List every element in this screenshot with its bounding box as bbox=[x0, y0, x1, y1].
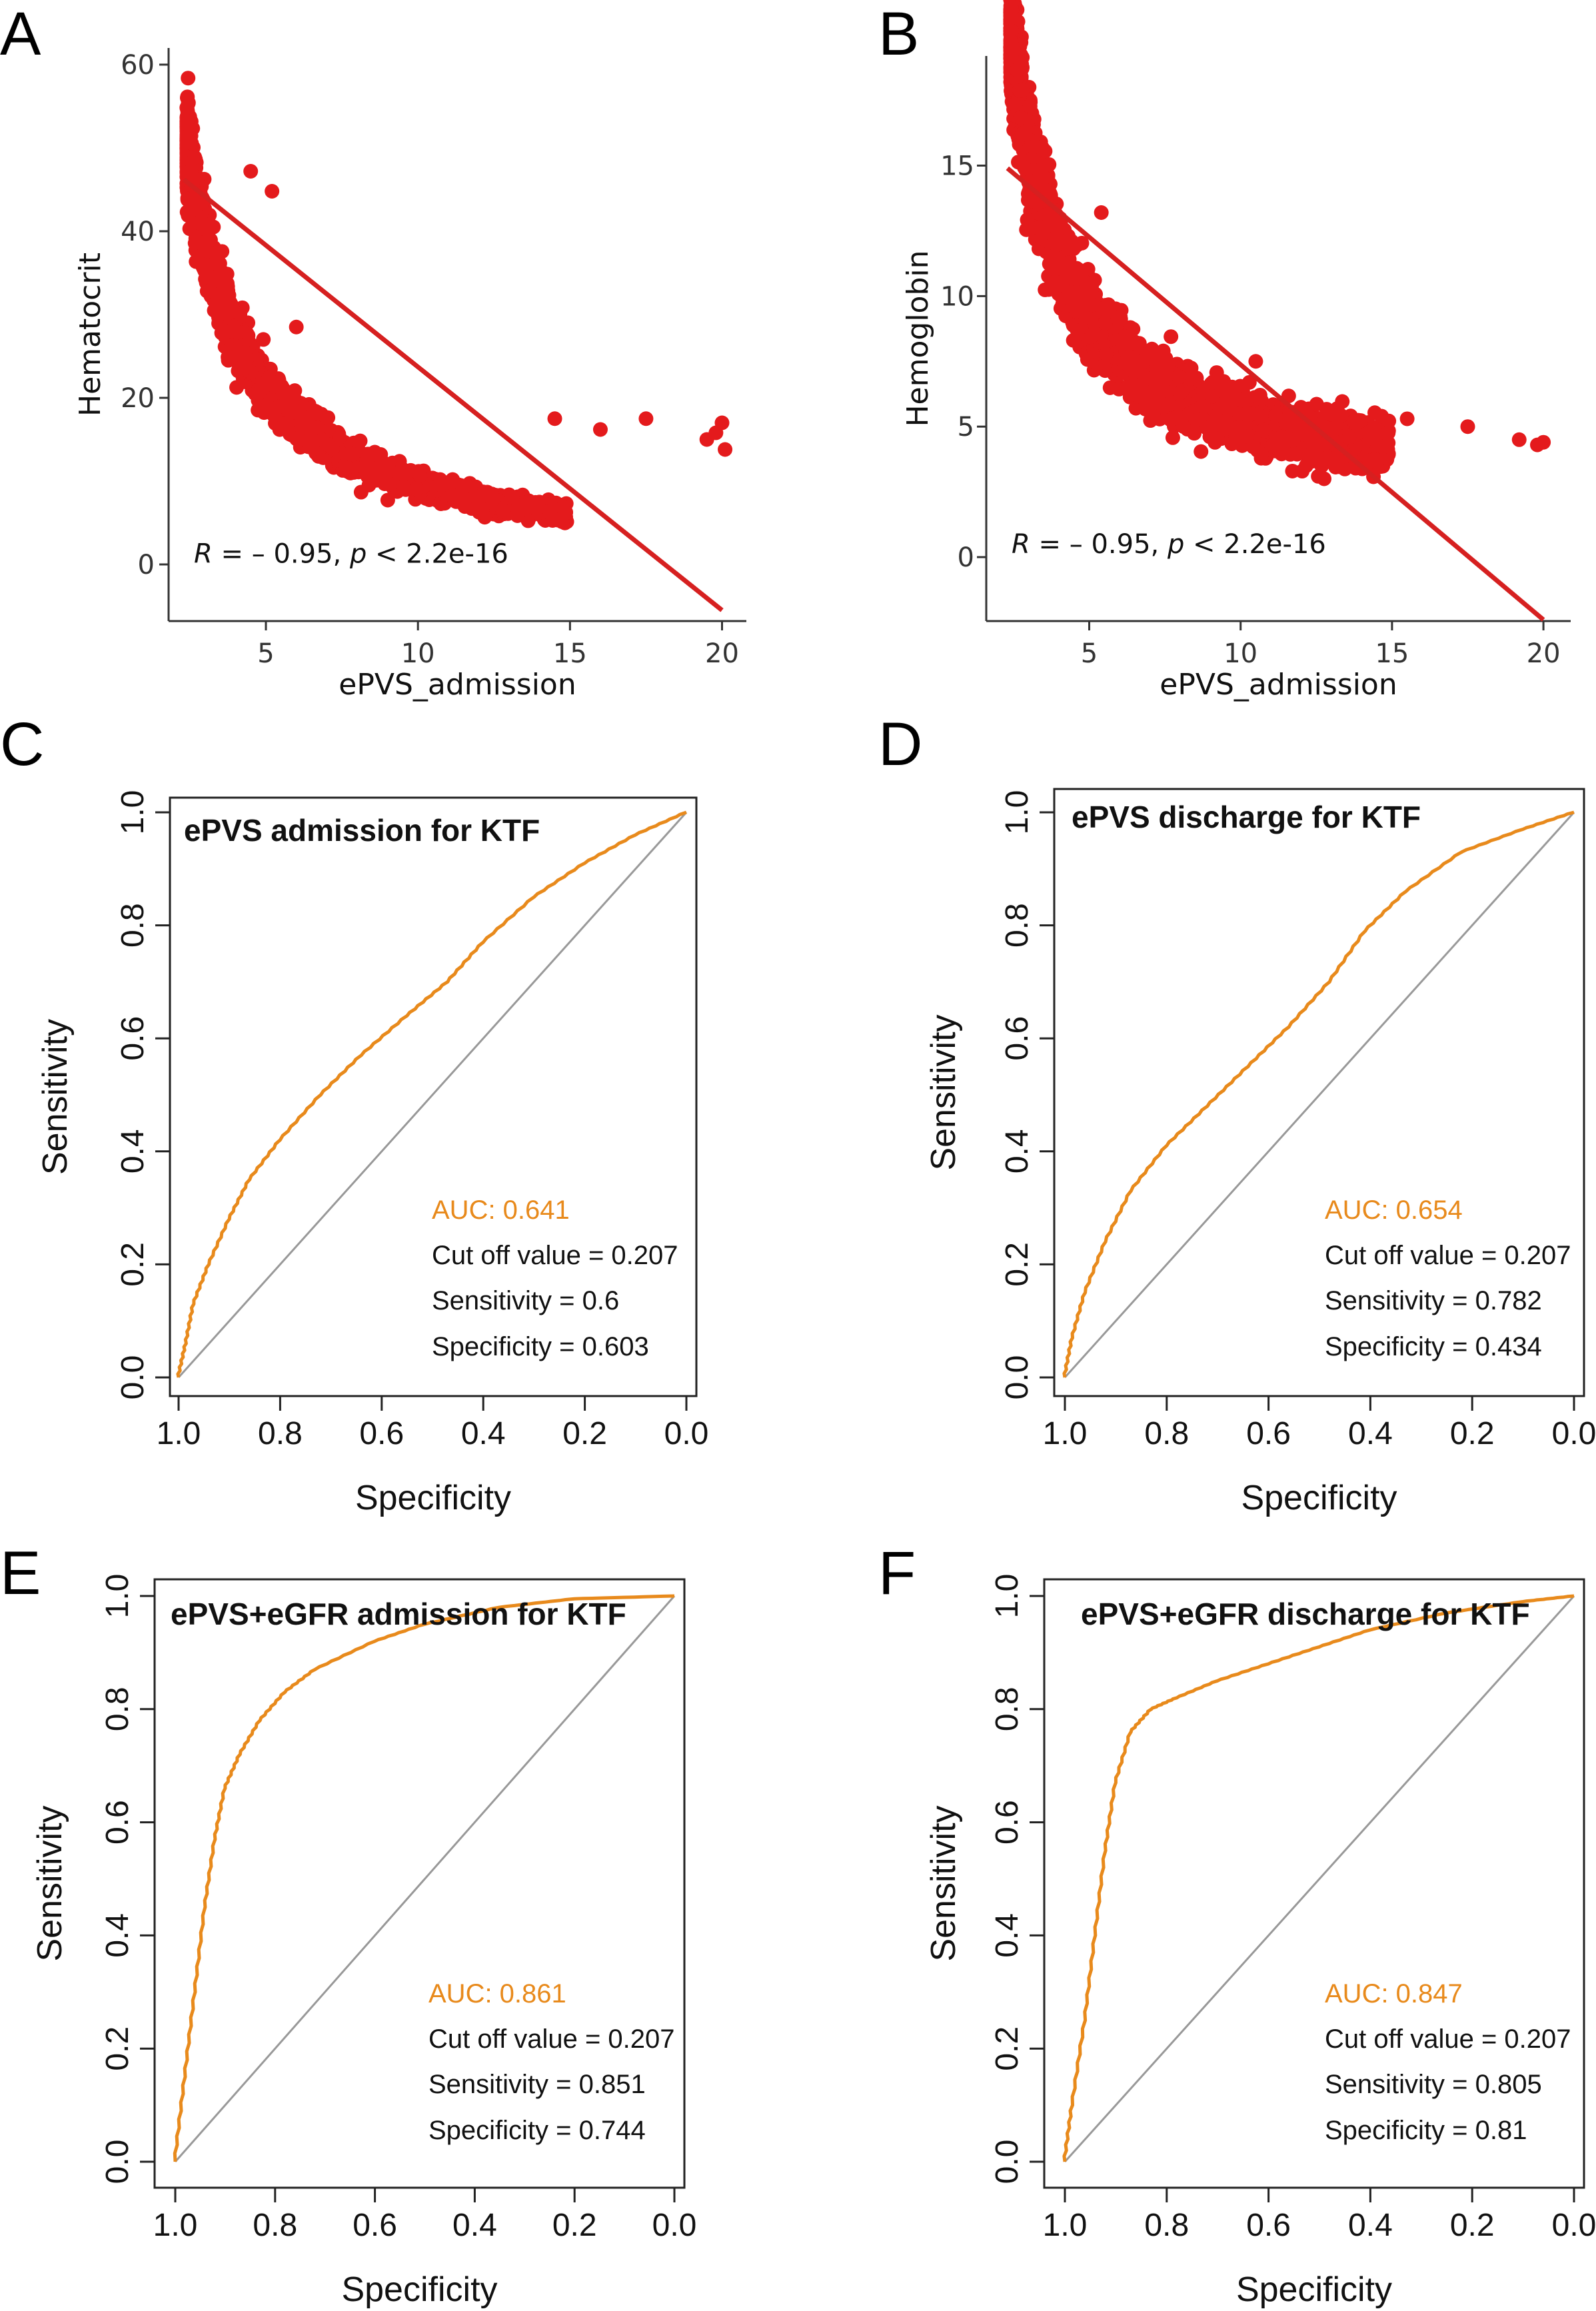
scatter-point bbox=[1285, 463, 1300, 478]
scatter-point bbox=[1164, 329, 1179, 345]
scatter-point bbox=[1333, 408, 1349, 423]
scatter-point bbox=[179, 113, 195, 129]
scatter-point bbox=[1309, 396, 1324, 412]
scatter-point bbox=[381, 476, 397, 492]
scatter-point bbox=[1317, 471, 1332, 486]
y-axis-label: Hematocrit bbox=[73, 253, 107, 416]
panel-letter-A: A bbox=[0, 0, 41, 68]
scatter-point bbox=[396, 480, 411, 495]
scatter-point bbox=[547, 411, 562, 426]
correlation-annotation: R = – 0.95, p < 2.2e-16 bbox=[194, 539, 508, 570]
scatter-point bbox=[1322, 406, 1337, 421]
scatter-point bbox=[179, 101, 195, 116]
scatter-point bbox=[180, 89, 195, 105]
y-tick-label: 10 bbox=[940, 281, 974, 312]
y-axis-label: Hemoglobin bbox=[901, 250, 935, 426]
y-tick-label: 20 bbox=[121, 383, 155, 414]
x-tick-label: 5 bbox=[1081, 638, 1098, 669]
scatter-point bbox=[504, 490, 520, 505]
scatter-point bbox=[530, 500, 546, 515]
scatter-point bbox=[308, 404, 323, 419]
x-tick-label: 10 bbox=[401, 638, 435, 669]
x-tick-label: 20 bbox=[1527, 638, 1561, 669]
scatter-point bbox=[289, 431, 305, 446]
scatter-point bbox=[468, 488, 483, 504]
p-label: p bbox=[349, 539, 367, 570]
scatter-point bbox=[298, 416, 313, 431]
scatter-point bbox=[182, 164, 197, 179]
scatter-point bbox=[1113, 311, 1128, 327]
scatter-point bbox=[367, 466, 383, 481]
x-tick-label: 20 bbox=[705, 638, 739, 669]
panel-A: A 5 10 15 20 0 20 40 60 ePVS_admission Hematocrit R… bbox=[0, 0, 746, 702]
scatter-point bbox=[495, 503, 510, 518]
scatter-point bbox=[315, 432, 331, 448]
scatter-point bbox=[202, 283, 217, 299]
scatter-point bbox=[229, 324, 245, 339]
scatter-point bbox=[409, 481, 424, 496]
panel-B: B5 10 15 20051015ePVS_admissionHemoglobinR … bbox=[878, 0, 1571, 702]
scatter-point bbox=[714, 415, 730, 430]
scatter-point bbox=[359, 453, 375, 468]
scatter-point bbox=[278, 400, 293, 415]
scatter-point bbox=[592, 422, 608, 437]
scatter-point bbox=[256, 376, 271, 391]
scatter-point bbox=[215, 290, 231, 305]
x-tick-label: 10 bbox=[1223, 638, 1257, 669]
x-tick-label: 15 bbox=[553, 638, 587, 669]
y-tick-label: 5 bbox=[958, 412, 974, 442]
scatter-point bbox=[237, 345, 253, 360]
scatter-point bbox=[237, 360, 253, 375]
scatter-points bbox=[1003, 0, 1551, 486]
scatter-point bbox=[198, 235, 213, 250]
scatter-point bbox=[179, 134, 195, 149]
y-tick-label: 0 bbox=[958, 542, 974, 573]
scatter-point bbox=[256, 332, 271, 347]
scatter-point bbox=[412, 468, 428, 483]
scatter-point bbox=[343, 446, 358, 462]
scatter-point bbox=[434, 478, 449, 493]
p-value: < 2.2e-16 bbox=[367, 539, 508, 570]
scatter-point bbox=[181, 71, 196, 86]
scatter-point bbox=[1074, 235, 1090, 251]
r-label: R bbox=[194, 539, 213, 570]
scatter-point bbox=[219, 306, 234, 321]
y-tick-label: 0 bbox=[138, 550, 155, 580]
scatter-point bbox=[545, 511, 560, 526]
x-axis-label: ePVS_admission bbox=[339, 668, 576, 702]
scatter-point bbox=[203, 269, 218, 285]
x-tick-label: 5 bbox=[257, 638, 274, 669]
regression-line bbox=[182, 177, 724, 612]
r-value: = – 0.95, bbox=[213, 539, 350, 570]
scatter-point bbox=[380, 492, 395, 508]
scatter-point bbox=[289, 319, 304, 335]
scatter-point bbox=[353, 433, 368, 448]
scatter-point bbox=[392, 466, 407, 481]
scatter-point bbox=[510, 508, 525, 523]
scatter-point bbox=[1194, 444, 1209, 459]
scatter-point bbox=[197, 217, 213, 232]
scatter-point bbox=[1078, 275, 1094, 291]
scatter-point bbox=[470, 500, 485, 515]
x-axis-label: ePVS_admission bbox=[1160, 668, 1397, 702]
scatter-point bbox=[243, 164, 259, 179]
x-tick-label: 15 bbox=[1375, 638, 1409, 669]
scatter-point bbox=[267, 379, 282, 394]
scatter-point bbox=[718, 442, 733, 457]
y-tick-label: 60 bbox=[121, 50, 155, 81]
scatter-points bbox=[179, 71, 733, 530]
y-tick-label: 15 bbox=[940, 151, 974, 182]
y-tick-label: 40 bbox=[121, 217, 155, 247]
scatter-point bbox=[265, 184, 280, 199]
panel-letter-B: B bbox=[878, 0, 919, 68]
scatter-point bbox=[192, 196, 207, 211]
scatter-point bbox=[332, 430, 347, 445]
scatter-point bbox=[1224, 436, 1239, 452]
scatter-point bbox=[638, 411, 654, 426]
